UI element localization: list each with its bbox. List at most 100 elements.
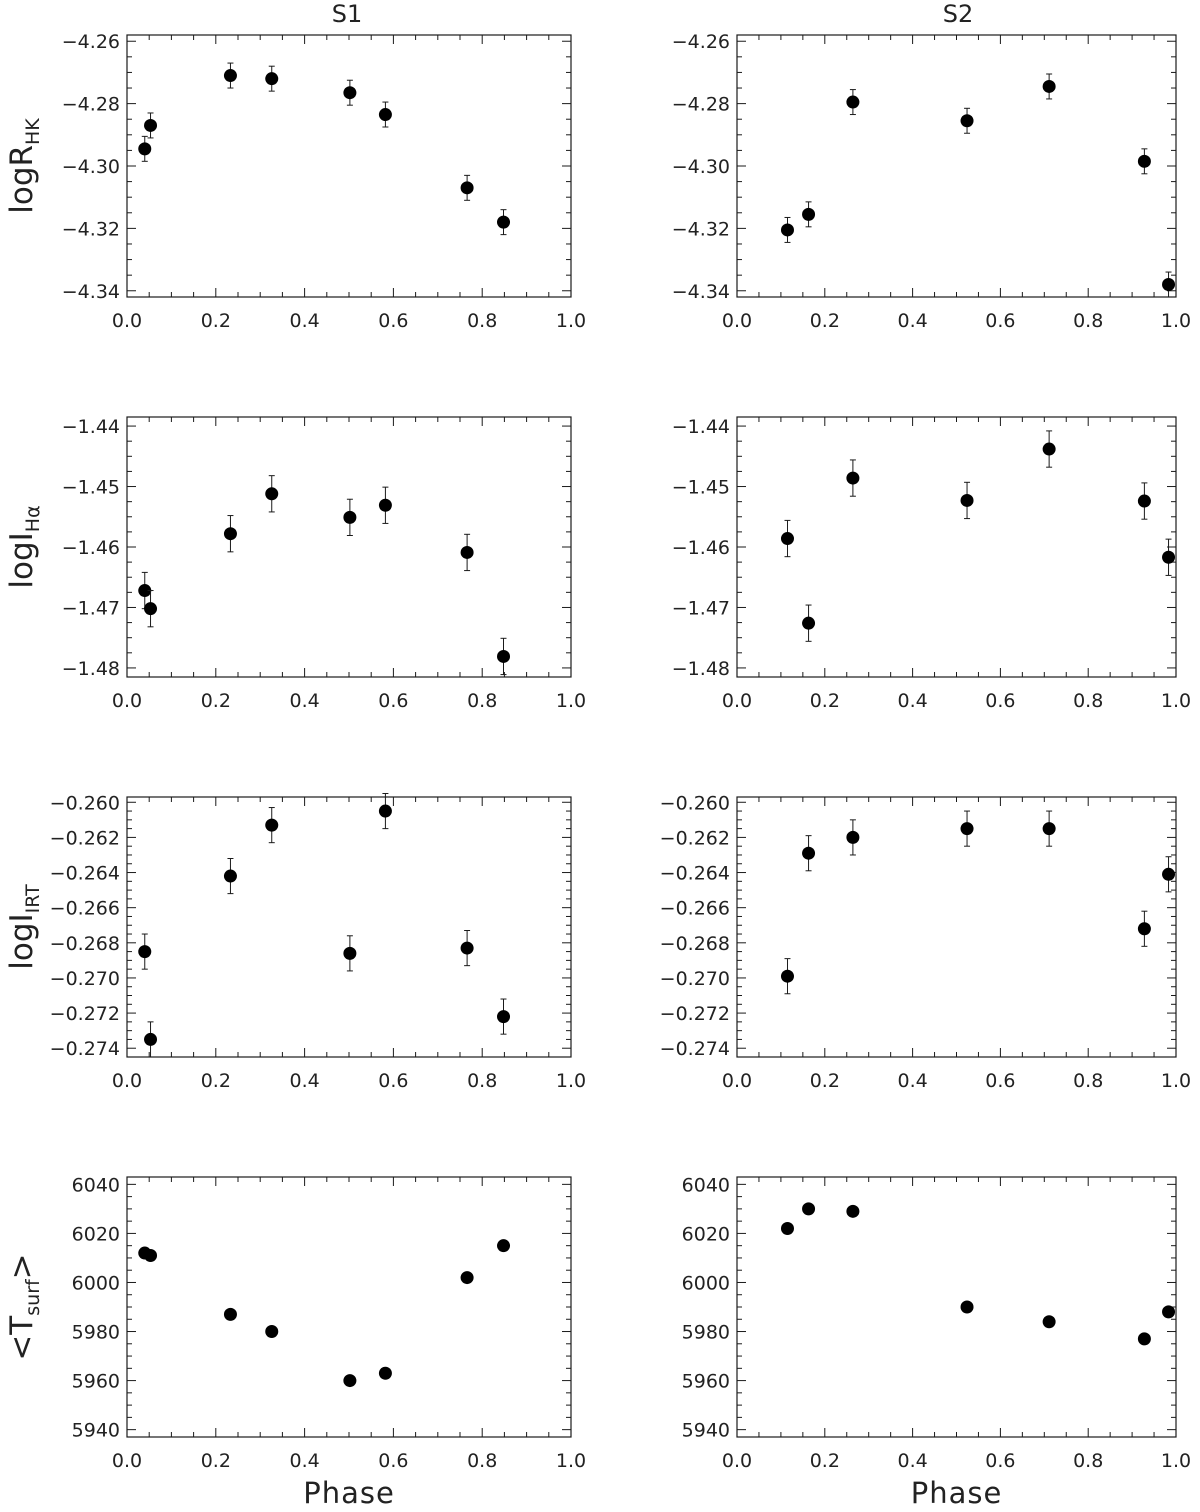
panel-s1-row-0: 0.0 0.2 0.4 0.6 0.8 1.0 −4.34 −4.32 −4.30 −4.28 −4… — [4, 31, 586, 332]
plot-frame — [126, 1176, 572, 1438]
plot-frame — [736, 416, 1177, 678]
x-tick-label: 0.0 — [112, 1070, 142, 1092]
y-axis-label: <Tsurf> — [4, 1253, 44, 1360]
x-tick-label: 1.0 — [1161, 690, 1191, 712]
data-point — [265, 72, 279, 86]
x-tick-label: 0.6 — [378, 1450, 408, 1472]
data-point — [265, 1325, 279, 1339]
y-axis-label-open: < — [4, 1335, 40, 1361]
y-tick-label: −0.264 — [660, 863, 730, 885]
data-point — [802, 616, 816, 630]
y-tick-label: −1.48 — [672, 658, 730, 680]
y-axis-label: logIIRT — [4, 884, 44, 970]
data-point — [223, 527, 237, 541]
y-tick-label: −0.272 — [660, 1003, 730, 1025]
x-tick-label: 0.4 — [897, 690, 927, 712]
y-tick-label: 5940 — [72, 1420, 120, 1442]
y-tick-label: −0.274 — [660, 1038, 730, 1060]
x-tick-label: 0.2 — [810, 310, 840, 332]
x-tick-label: 0.8 — [467, 1070, 497, 1092]
y-tick-label: 5960 — [682, 1371, 730, 1393]
plot-frame — [736, 1176, 1177, 1438]
data-point — [1137, 154, 1151, 168]
x-tick-label: 0.4 — [289, 690, 319, 712]
data-point — [1137, 922, 1151, 936]
data-point — [138, 945, 152, 959]
data-point — [144, 1032, 158, 1046]
data-point — [378, 108, 392, 122]
data-point — [223, 1307, 237, 1321]
y-tick-label: −0.272 — [50, 1003, 120, 1025]
y-tick-label: −4.28 — [62, 94, 120, 116]
y-axis-label: logRHK — [4, 118, 44, 214]
x-tick-label: 0.8 — [1073, 310, 1103, 332]
y-tick-label: 6040 — [72, 1174, 120, 1196]
y-tick-label: −1.44 — [672, 416, 730, 438]
y-tick-label: −0.270 — [50, 968, 120, 990]
data-point — [846, 471, 860, 485]
x-tick-label: 0.2 — [201, 310, 231, 332]
data-point — [1042, 822, 1056, 836]
y-tick-label: −0.262 — [660, 827, 730, 849]
y-tick-label: 5940 — [682, 1420, 730, 1442]
panel-s2-row-1: 0.0 0.2 0.4 0.6 0.8 1.0 −1.48 −1.47 −1.46 −1.45 −1… — [672, 416, 1191, 712]
data-point — [343, 1374, 357, 1388]
column-title-s1: S1 — [332, 0, 363, 28]
x-tick-label: 0.0 — [722, 1070, 752, 1092]
y-tick-label: −1.46 — [62, 537, 120, 559]
y-axis-label-main: logI — [4, 532, 40, 588]
y-tick-label: 6020 — [682, 1223, 730, 1245]
y-tick-label: −0.274 — [50, 1038, 120, 1060]
y-axis-label-sub: IRT — [22, 884, 44, 913]
y-axis-label-main: T — [4, 1315, 40, 1336]
x-tick-label: 1.0 — [556, 1070, 586, 1092]
y-tick-label: −0.266 — [50, 898, 120, 920]
data-point — [1042, 1315, 1056, 1329]
data-point — [1042, 79, 1056, 93]
data-point — [138, 142, 152, 156]
y-tick-label: −4.28 — [672, 94, 730, 116]
y-tick-label: −0.266 — [660, 898, 730, 920]
data-point — [497, 215, 511, 229]
data-point — [497, 1010, 511, 1024]
data-point — [802, 1202, 816, 1216]
y-tick-label: −0.260 — [660, 792, 730, 814]
x-tick-label: 0.2 — [810, 1450, 840, 1472]
y-tick-label: −4.34 — [62, 281, 120, 303]
plot-frame — [126, 34, 572, 298]
data-point — [144, 118, 158, 132]
data-point — [846, 830, 860, 844]
x-tick-label: 0.4 — [897, 1450, 927, 1472]
data-point — [960, 822, 974, 836]
data-point — [802, 846, 816, 860]
y-tick-label: 6040 — [682, 1174, 730, 1196]
y-tick-label: −1.47 — [672, 597, 730, 619]
data-point — [1137, 494, 1151, 508]
x-tick-label: 1.0 — [556, 310, 586, 332]
x-tick-label: 1.0 — [1161, 310, 1191, 332]
x-tick-label: 0.8 — [467, 1450, 497, 1472]
data-point — [960, 114, 974, 128]
data-point — [1162, 867, 1176, 881]
y-axis-label-main: logR — [4, 145, 40, 214]
x-tick-label: 0.4 — [289, 1450, 319, 1472]
data-point — [460, 181, 474, 195]
panel-s1-row-3: 0.0 0.2 0.4 0.6 0.8 1.0 5940 5960 5980 6000 6020 60… — [4, 1174, 586, 1510]
x-tick-label: 1.0 — [556, 1450, 586, 1472]
panel-s1-row-1: 0.0 0.2 0.4 0.6 0.8 1.0 −1.48 −1.47 −1.46 −1.45 −1… — [4, 416, 586, 712]
data-point — [846, 1204, 860, 1218]
y-tick-label: −1.46 — [672, 537, 730, 559]
data-point — [378, 1366, 392, 1380]
data-point — [378, 498, 392, 512]
data-point — [343, 510, 357, 524]
data-point — [343, 86, 357, 100]
y-tick-label: −0.264 — [50, 863, 120, 885]
data-point — [846, 95, 860, 109]
x-tick-label: 0.2 — [201, 1450, 231, 1472]
x-tick-label: 0.0 — [722, 690, 752, 712]
data-point — [265, 487, 279, 501]
y-tick-label: −4.32 — [672, 218, 730, 240]
y-tick-label: −1.45 — [62, 477, 120, 499]
data-point — [138, 584, 152, 598]
